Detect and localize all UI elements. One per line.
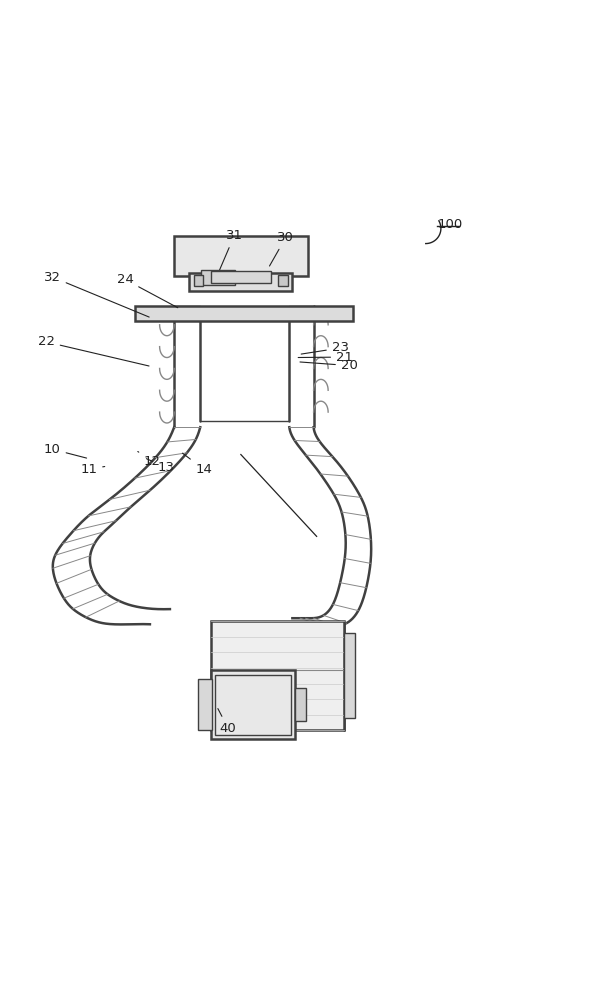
Text: 10: 10 (44, 443, 86, 458)
Text: 100: 100 (438, 218, 463, 231)
Bar (211, 621, 344, 730)
Text: 14: 14 (183, 453, 213, 476)
Text: 24: 24 (116, 273, 178, 308)
Text: 40: 40 (218, 709, 236, 735)
Text: 22: 22 (38, 335, 149, 366)
Text: 13: 13 (146, 459, 175, 474)
Text: 32: 32 (44, 271, 149, 317)
Bar (189, 273, 292, 291)
Bar (344, 633, 355, 718)
Text: 21: 21 (298, 351, 353, 364)
Bar (199, 679, 212, 730)
Text: 30: 30 (270, 231, 294, 266)
Bar (216, 675, 290, 735)
Bar (135, 306, 353, 321)
Text: 20: 20 (300, 359, 357, 372)
Text: 31: 31 (219, 229, 243, 270)
Text: 11: 11 (80, 463, 105, 476)
Bar (194, 275, 203, 286)
Bar (211, 670, 295, 739)
Bar (174, 236, 308, 276)
Text: 23: 23 (301, 341, 349, 354)
Bar (278, 275, 287, 286)
Text: 12: 12 (138, 452, 161, 468)
Bar (211, 271, 271, 283)
Bar (295, 688, 306, 721)
Bar (202, 270, 235, 285)
